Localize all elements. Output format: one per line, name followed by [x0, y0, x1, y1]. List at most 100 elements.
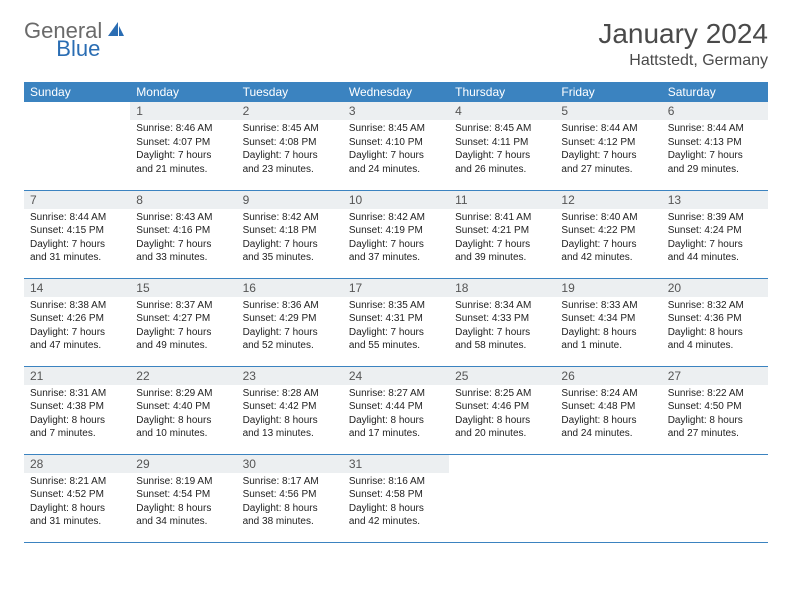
calendar-cell: 6Sunrise: 8:44 AMSunset: 4:13 PMDaylight… [662, 102, 768, 190]
day-number: 27 [662, 367, 768, 385]
calendar-row: 28Sunrise: 8:21 AMSunset: 4:52 PMDayligh… [24, 454, 768, 542]
calendar-cell: 13Sunrise: 8:39 AMSunset: 4:24 PMDayligh… [662, 190, 768, 278]
calendar-cell: 7Sunrise: 8:44 AMSunset: 4:15 PMDaylight… [24, 190, 130, 278]
day-number: 20 [662, 279, 768, 297]
header: General Blue January 2024 Hattstedt, Ger… [24, 18, 768, 70]
calendar-cell [449, 454, 555, 542]
day-content: Sunrise: 8:45 AMSunset: 4:10 PMDaylight:… [343, 120, 449, 180]
day-number: 28 [24, 455, 130, 473]
calendar-cell: 29Sunrise: 8:19 AMSunset: 4:54 PMDayligh… [130, 454, 236, 542]
calendar-cell: 12Sunrise: 8:40 AMSunset: 4:22 PMDayligh… [555, 190, 661, 278]
calendar-cell: 10Sunrise: 8:42 AMSunset: 4:19 PMDayligh… [343, 190, 449, 278]
calendar-cell: 15Sunrise: 8:37 AMSunset: 4:27 PMDayligh… [130, 278, 236, 366]
day-number: 12 [555, 191, 661, 209]
title-block: January 2024 Hattstedt, Germany [598, 18, 768, 70]
calendar-cell: 23Sunrise: 8:28 AMSunset: 4:42 PMDayligh… [237, 366, 343, 454]
weekday-header: Friday [555, 82, 661, 102]
day-content: Sunrise: 8:37 AMSunset: 4:27 PMDaylight:… [130, 297, 236, 357]
weekday-header: Wednesday [343, 82, 449, 102]
calendar-cell: 27Sunrise: 8:22 AMSunset: 4:50 PMDayligh… [662, 366, 768, 454]
calendar-cell: 4Sunrise: 8:45 AMSunset: 4:11 PMDaylight… [449, 102, 555, 190]
day-content: Sunrise: 8:45 AMSunset: 4:08 PMDaylight:… [237, 120, 343, 180]
day-number: 3 [343, 102, 449, 120]
calendar-cell: 16Sunrise: 8:36 AMSunset: 4:29 PMDayligh… [237, 278, 343, 366]
day-number: 10 [343, 191, 449, 209]
calendar-cell: 1Sunrise: 8:46 AMSunset: 4:07 PMDaylight… [130, 102, 236, 190]
calendar-row: 1Sunrise: 8:46 AMSunset: 4:07 PMDaylight… [24, 102, 768, 190]
day-number: 18 [449, 279, 555, 297]
calendar-cell: 30Sunrise: 8:17 AMSunset: 4:56 PMDayligh… [237, 454, 343, 542]
day-content: Sunrise: 8:40 AMSunset: 4:22 PMDaylight:… [555, 209, 661, 269]
day-content: Sunrise: 8:45 AMSunset: 4:11 PMDaylight:… [449, 120, 555, 180]
location: Hattstedt, Germany [598, 52, 768, 70]
day-content: Sunrise: 8:25 AMSunset: 4:46 PMDaylight:… [449, 385, 555, 445]
calendar-row: 14Sunrise: 8:38 AMSunset: 4:26 PMDayligh… [24, 278, 768, 366]
day-content: Sunrise: 8:39 AMSunset: 4:24 PMDaylight:… [662, 209, 768, 269]
calendar-cell: 9Sunrise: 8:42 AMSunset: 4:18 PMDaylight… [237, 190, 343, 278]
day-content: Sunrise: 8:46 AMSunset: 4:07 PMDaylight:… [130, 120, 236, 180]
weekday-header: Monday [130, 82, 236, 102]
day-content: Sunrise: 8:34 AMSunset: 4:33 PMDaylight:… [449, 297, 555, 357]
calendar-cell: 8Sunrise: 8:43 AMSunset: 4:16 PMDaylight… [130, 190, 236, 278]
calendar-cell: 20Sunrise: 8:32 AMSunset: 4:36 PMDayligh… [662, 278, 768, 366]
weekday-header: Saturday [662, 82, 768, 102]
calendar-cell: 28Sunrise: 8:21 AMSunset: 4:52 PMDayligh… [24, 454, 130, 542]
calendar-cell: 19Sunrise: 8:33 AMSunset: 4:34 PMDayligh… [555, 278, 661, 366]
day-number: 16 [237, 279, 343, 297]
day-content: Sunrise: 8:27 AMSunset: 4:44 PMDaylight:… [343, 385, 449, 445]
day-number: 30 [237, 455, 343, 473]
day-number: 29 [130, 455, 236, 473]
day-content: Sunrise: 8:28 AMSunset: 4:42 PMDaylight:… [237, 385, 343, 445]
logo-text-blue: Blue [56, 36, 100, 62]
day-number: 2 [237, 102, 343, 120]
day-content: Sunrise: 8:31 AMSunset: 4:38 PMDaylight:… [24, 385, 130, 445]
month-title: January 2024 [598, 18, 768, 50]
day-content: Sunrise: 8:41 AMSunset: 4:21 PMDaylight:… [449, 209, 555, 269]
calendar-table: SundayMondayTuesdayWednesdayThursdayFrid… [24, 82, 768, 543]
day-number: 8 [130, 191, 236, 209]
day-number: 19 [555, 279, 661, 297]
day-content: Sunrise: 8:42 AMSunset: 4:18 PMDaylight:… [237, 209, 343, 269]
calendar-body: 1Sunrise: 8:46 AMSunset: 4:07 PMDaylight… [24, 102, 768, 542]
weekday-header: Tuesday [237, 82, 343, 102]
day-number: 23 [237, 367, 343, 385]
day-content: Sunrise: 8:44 AMSunset: 4:13 PMDaylight:… [662, 120, 768, 180]
day-number: 24 [343, 367, 449, 385]
day-content: Sunrise: 8:35 AMSunset: 4:31 PMDaylight:… [343, 297, 449, 357]
day-content: Sunrise: 8:19 AMSunset: 4:54 PMDaylight:… [130, 473, 236, 533]
calendar-cell: 22Sunrise: 8:29 AMSunset: 4:40 PMDayligh… [130, 366, 236, 454]
day-content: Sunrise: 8:42 AMSunset: 4:19 PMDaylight:… [343, 209, 449, 269]
calendar-cell: 25Sunrise: 8:25 AMSunset: 4:46 PMDayligh… [449, 366, 555, 454]
day-content: Sunrise: 8:24 AMSunset: 4:48 PMDaylight:… [555, 385, 661, 445]
calendar-cell: 18Sunrise: 8:34 AMSunset: 4:33 PMDayligh… [449, 278, 555, 366]
day-number: 6 [662, 102, 768, 120]
calendar-row: 21Sunrise: 8:31 AMSunset: 4:38 PMDayligh… [24, 366, 768, 454]
calendar-cell: 24Sunrise: 8:27 AMSunset: 4:44 PMDayligh… [343, 366, 449, 454]
day-number: 11 [449, 191, 555, 209]
weekday-header: Thursday [449, 82, 555, 102]
calendar-row: 7Sunrise: 8:44 AMSunset: 4:15 PMDaylight… [24, 190, 768, 278]
logo-sail-icon [106, 20, 126, 43]
day-content: Sunrise: 8:29 AMSunset: 4:40 PMDaylight:… [130, 385, 236, 445]
calendar-cell: 2Sunrise: 8:45 AMSunset: 4:08 PMDaylight… [237, 102, 343, 190]
calendar-cell: 3Sunrise: 8:45 AMSunset: 4:10 PMDaylight… [343, 102, 449, 190]
day-number: 31 [343, 455, 449, 473]
calendar-cell [24, 102, 130, 190]
day-content: Sunrise: 8:16 AMSunset: 4:58 PMDaylight:… [343, 473, 449, 533]
day-content: Sunrise: 8:44 AMSunset: 4:15 PMDaylight:… [24, 209, 130, 269]
day-number: 22 [130, 367, 236, 385]
calendar-cell: 5Sunrise: 8:44 AMSunset: 4:12 PMDaylight… [555, 102, 661, 190]
weekday-header: Sunday [24, 82, 130, 102]
calendar-cell: 21Sunrise: 8:31 AMSunset: 4:38 PMDayligh… [24, 366, 130, 454]
day-number: 5 [555, 102, 661, 120]
day-content: Sunrise: 8:38 AMSunset: 4:26 PMDaylight:… [24, 297, 130, 357]
calendar-cell: 31Sunrise: 8:16 AMSunset: 4:58 PMDayligh… [343, 454, 449, 542]
calendar-cell [662, 454, 768, 542]
calendar-cell [555, 454, 661, 542]
day-number: 14 [24, 279, 130, 297]
day-content: Sunrise: 8:17 AMSunset: 4:56 PMDaylight:… [237, 473, 343, 533]
day-content: Sunrise: 8:44 AMSunset: 4:12 PMDaylight:… [555, 120, 661, 180]
day-number: 17 [343, 279, 449, 297]
calendar-cell: 26Sunrise: 8:24 AMSunset: 4:48 PMDayligh… [555, 366, 661, 454]
day-number: 9 [237, 191, 343, 209]
